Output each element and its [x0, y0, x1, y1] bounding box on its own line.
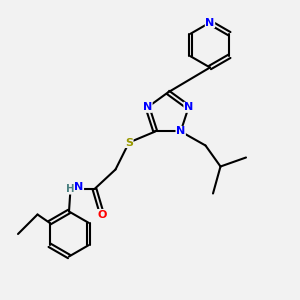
Text: N: N [184, 102, 193, 112]
Text: O: O [97, 209, 107, 220]
Text: N: N [176, 127, 185, 136]
Text: H: H [66, 184, 75, 194]
Text: N: N [206, 17, 214, 28]
Text: N: N [143, 102, 152, 112]
Text: N: N [74, 182, 83, 192]
Text: S: S [125, 137, 133, 148]
